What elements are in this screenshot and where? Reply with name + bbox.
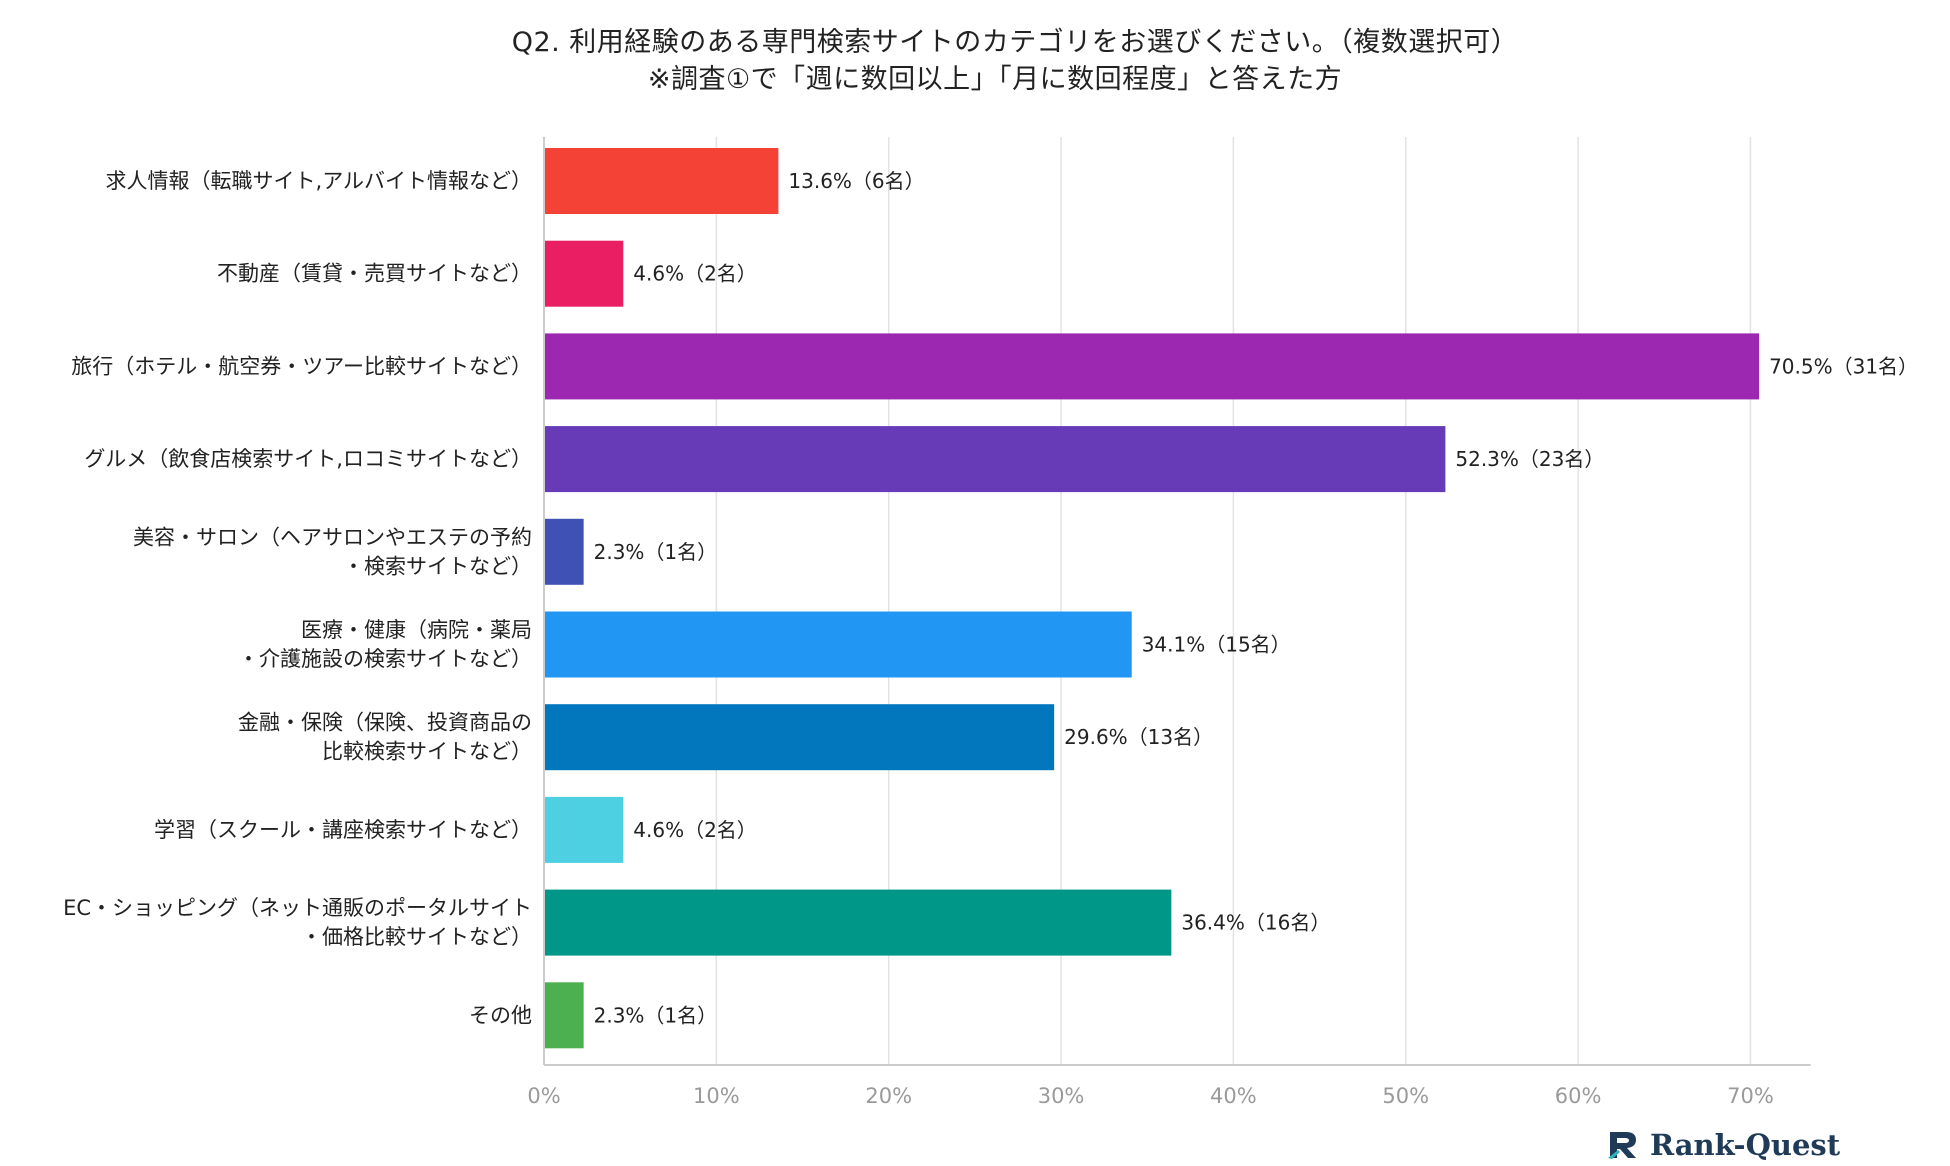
x-tick-label: 10%: [693, 1084, 740, 1108]
bar: [544, 889, 1172, 956]
data-label: 36.4%（16名）: [1181, 911, 1330, 935]
chart-subtitle: ※調査①で「週に数回以上」「月に数回程度」と答えた方: [647, 64, 1343, 95]
rank-quest-logo-icon: [1608, 1132, 1636, 1159]
category-label: EC・ショッピング（ネット通販のポータルサイト: [63, 896, 532, 920]
x-tick-label: 30%: [1038, 1084, 1085, 1108]
x-tick-label: 0%: [527, 1084, 560, 1108]
data-label: 2.3%（1名）: [594, 1003, 718, 1027]
category-label: 医療・健康（病院・薬局: [301, 618, 532, 642]
data-label: 34.1%（15名）: [1142, 633, 1291, 657]
bar: [544, 518, 584, 585]
bar: [544, 796, 624, 863]
category-label: ・価格比較サイトなど）: [301, 925, 532, 949]
category-label: ・介護施設の検索サイトなど）: [238, 647, 532, 671]
data-label: 29.6%（13名）: [1064, 725, 1213, 749]
category-label: グルメ（飲食店検索サイト,ロコミサイトなど）: [84, 447, 532, 471]
data-label: 13.6%（6名）: [788, 169, 924, 193]
category-label: ・検索サイトなど）: [343, 554, 532, 578]
x-tick-label: 20%: [865, 1084, 912, 1108]
category-label: その他: [469, 1003, 532, 1027]
bar: [544, 333, 1760, 400]
x-tick-label: 70%: [1727, 1084, 1774, 1108]
data-label: 2.3%（1名）: [594, 540, 718, 564]
category-label: 比較検索サイトなど）: [322, 740, 532, 764]
category-label: 求人情報（転職サイト,アルバイト情報など）: [106, 169, 532, 193]
data-label: 70.5%（31名）: [1769, 354, 1918, 378]
data-label: 52.3%（23名）: [1455, 447, 1604, 471]
category-label: 不動産（賃貸・売買サイトなど）: [217, 262, 532, 286]
category-label: 旅行（ホテル・航空券・ツアー比較サイトなど）: [71, 354, 532, 378]
category-label: 美容・サロン（ヘアサロンやエステの予約: [133, 525, 532, 549]
x-tick-label: 40%: [1210, 1084, 1257, 1108]
bar-chart: 0% 10% 20% 30% 40% 50% 60% 70% 13.6%（6名） 求人情報（転職サ…: [63, 137, 1918, 1108]
x-tick-label: 60%: [1555, 1084, 1602, 1108]
bar: [544, 982, 584, 1049]
brand-logo-text: Rank-Quest: [1650, 1128, 1841, 1162]
x-tick-label: 50%: [1382, 1084, 1429, 1108]
data-label: 4.6%（2名）: [633, 262, 757, 286]
brand-logo: Rank-Quest: [1606, 1128, 1840, 1162]
category-label: 学習（スクール・講座検索サイトなど）: [154, 818, 532, 842]
bar: [544, 240, 624, 307]
chart-title: Q2. 利用経験のある専門検索サイトのカテゴリをお選びください。（複数選択可）: [511, 27, 1519, 58]
bar: [544, 704, 1055, 771]
bar: [544, 426, 1446, 493]
bar: [544, 611, 1132, 678]
category-label: 金融・保険（保険、投資商品の: [238, 711, 532, 735]
data-label: 4.6%（2名）: [633, 818, 757, 842]
bar: [544, 148, 779, 214]
